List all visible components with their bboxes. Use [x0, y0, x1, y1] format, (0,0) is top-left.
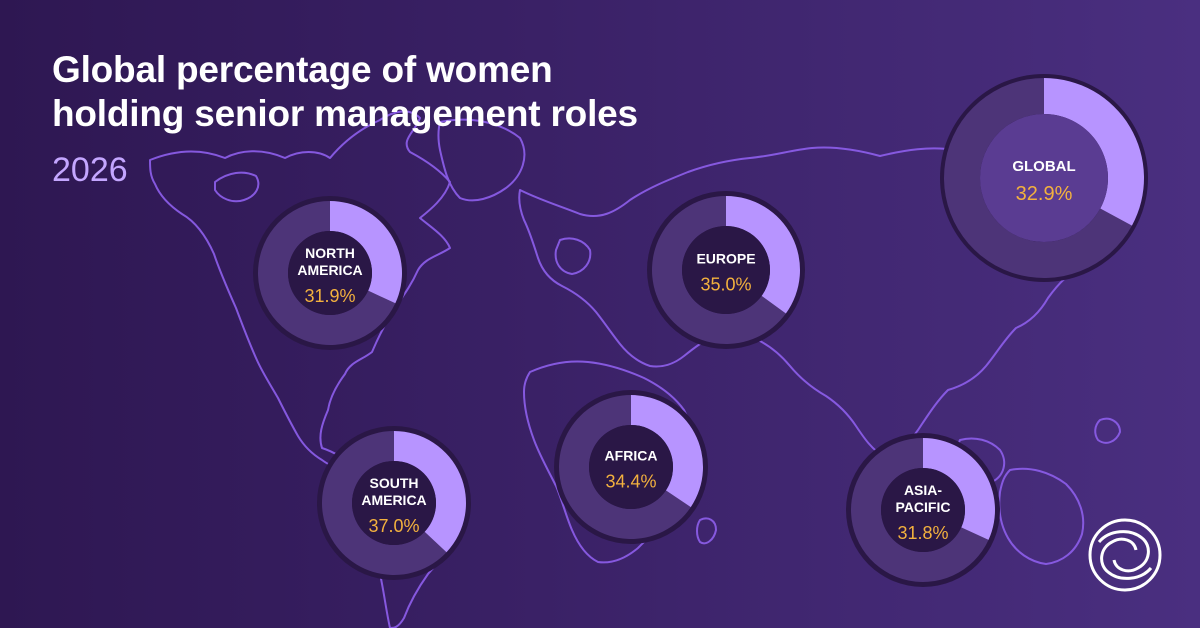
donut-asia-pacific: ASIA-PACIFIC 31.8% — [846, 433, 1000, 587]
value-label-africa: 34.4% — [605, 472, 656, 492]
chart-title: Global percentage of women holding senio… — [52, 48, 812, 136]
region-label-asia-pacific-line-1: ASIA- — [904, 482, 942, 498]
donut-europe-remaining-segment — [652, 196, 786, 344]
donut-africa-value-segment — [631, 395, 703, 508]
value-label-asia-pacific: 31.8% — [897, 523, 948, 543]
region-label-global-line-1: GLOBAL — [1012, 158, 1075, 175]
value-label-global: 32.9% — [1016, 183, 1073, 205]
region-label-asia-pacific-line-2: PACIFIC — [896, 499, 951, 515]
donut-south-america-center — [352, 461, 436, 545]
donut-global: GLOBAL 32.9% — [940, 74, 1148, 282]
donut-europe-value-segment — [726, 196, 801, 314]
chart-subtitle-year: 2026 — [52, 151, 128, 189]
donut-asia-pacific-value-segment — [923, 438, 996, 540]
region-label-europe-line-1: EUROPE — [696, 251, 755, 267]
donut-europe-center — [682, 226, 770, 314]
donut-global-center — [980, 114, 1108, 242]
donut-asia-pacific-center — [881, 468, 965, 552]
region-label-north-america-line-1: NORTH — [305, 245, 355, 261]
donut-global-value-segment — [1044, 78, 1144, 226]
chart-title-line-1: Global percentage of women — [52, 49, 553, 90]
chart-title-line-2: holding senior management roles — [52, 93, 638, 134]
donut-africa-remaining-segment — [559, 395, 691, 540]
circular-logo-icon — [1088, 518, 1162, 592]
donut-global-remaining-segment — [944, 78, 1132, 278]
region-label-africa-line-1: AFRICA — [605, 448, 658, 464]
value-label-europe: 35.0% — [700, 275, 751, 295]
region-label-north-america-line-2: AMERICA — [297, 262, 362, 278]
donut-africa: AFRICA 34.4% — [554, 390, 708, 544]
value-label-south-america: 37.0% — [368, 516, 419, 536]
donut-north-america-value-segment — [330, 201, 402, 304]
donut-north-america-center — [288, 231, 372, 315]
donut-europe: EUROPE 35.0% — [647, 191, 805, 349]
donut-south-america-remaining-segment — [322, 431, 447, 576]
value-label-north-america: 31.9% — [304, 286, 355, 306]
region-label-south-america-line-2: AMERICA — [361, 492, 426, 508]
region-label-south-america-line-1: SOUTH — [370, 475, 419, 491]
donut-north-america-remaining-segment — [258, 201, 396, 346]
donut-south-america-value-segment — [394, 431, 467, 553]
donut-asia-pacific-remaining-segment — [851, 438, 989, 583]
donut-africa-center — [589, 425, 673, 509]
